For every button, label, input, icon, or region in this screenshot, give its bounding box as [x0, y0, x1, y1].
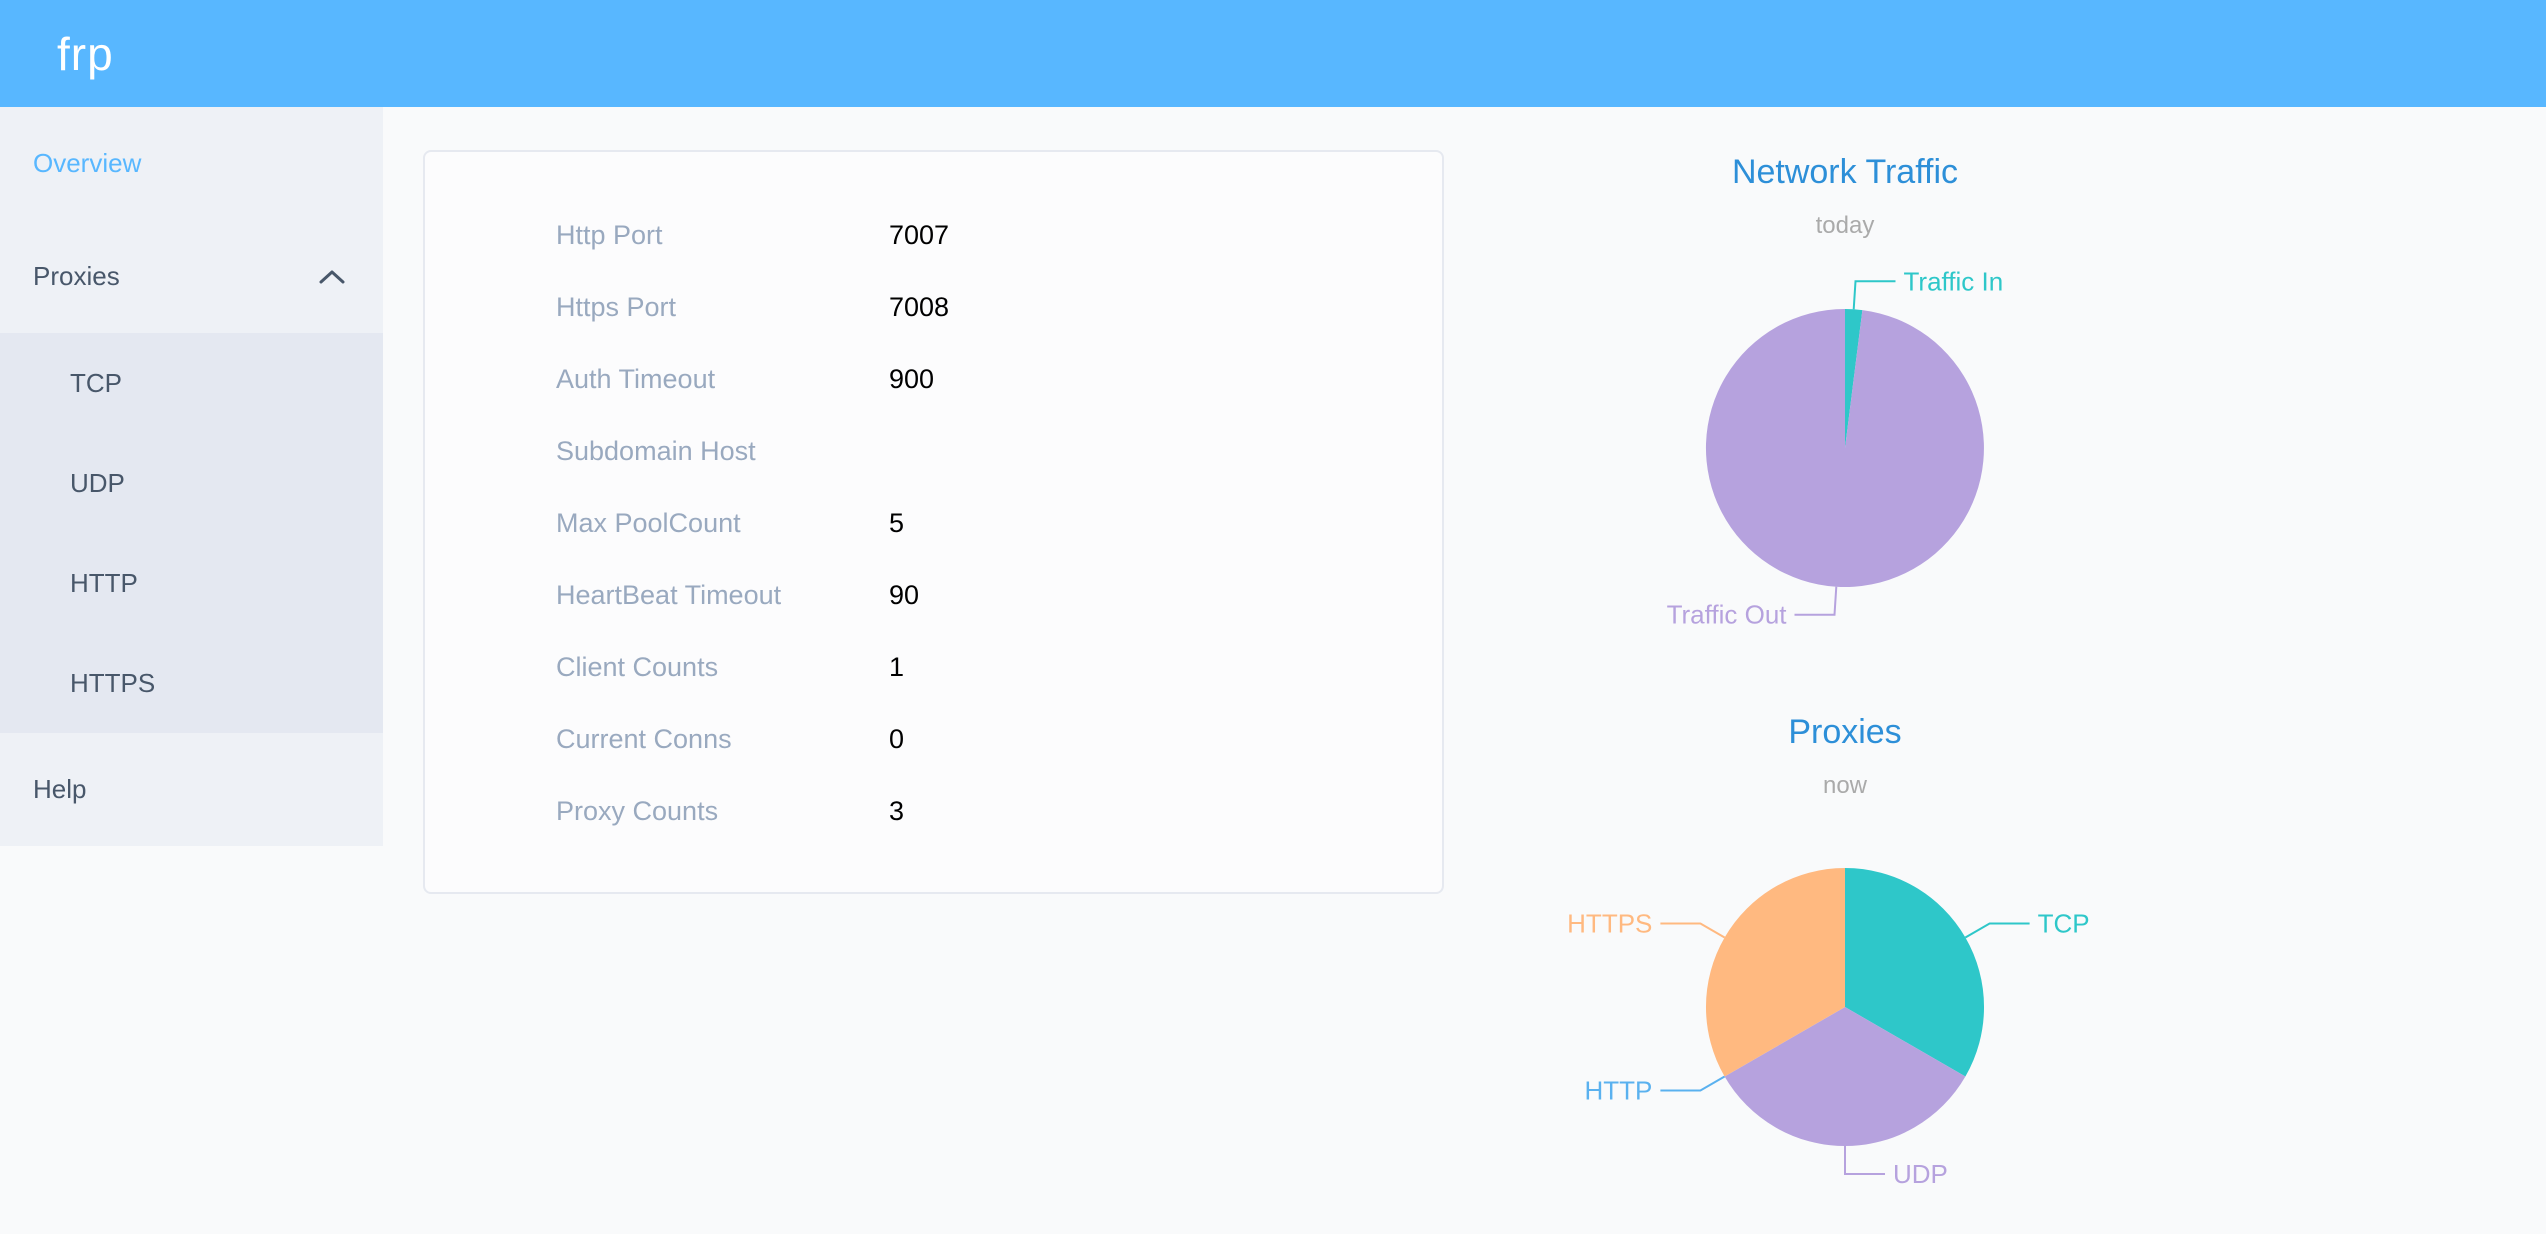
network-traffic-pie-chart: Traffic In Traffic Out — [1667, 266, 2004, 630]
config-row-value: 1 — [889, 651, 905, 682]
sidebar-item-label: Overview — [33, 148, 142, 178]
server-config-card: Http Port 7007 Https Port 7008 Auth Timeout 9… — [423, 150, 1444, 894]
network-traffic-subtitle: today — [1815, 212, 1875, 239]
pie-label: UDP — [1893, 1159, 1948, 1189]
config-row: Client Counts 1 — [425, 631, 1442, 703]
app-header: frp — [0, 0, 2546, 107]
config-row: Current Conns 0 — [425, 703, 1442, 775]
server-config-rows: Http Port 7007 Https Port 7008 Auth Timeout 9… — [425, 199, 1442, 847]
sidebar-item-http[interactable]: HTTP — [0, 533, 383, 633]
pie-slice-tcp[interactable] — [1845, 868, 1985, 1077]
config-row-label: Current Conns — [556, 723, 732, 754]
sidebar-menu: Overview Proxies TCP UDP HTTP HTTPS Help — [0, 107, 383, 846]
pie-label-line — [1844, 1146, 1885, 1175]
sidebar-item-udp[interactable]: UDP — [0, 433, 383, 533]
config-row-value: 0 — [889, 723, 905, 754]
sidebar-item-https[interactable]: HTTPS — [0, 633, 383, 733]
sidebar-item-help[interactable]: Help — [0, 733, 383, 846]
proxies-title: Proxies — [1788, 713, 1902, 751]
proxies-submenu: TCP UDP HTTP HTTPS — [0, 333, 383, 733]
proxies-pie-chart: TCP UDP HTTP HTTPS — [1567, 868, 2090, 1189]
config-row-value: 5 — [889, 507, 905, 538]
config-row-label: Max PoolCount — [556, 507, 741, 538]
config-row-label: Subdomain Host — [556, 435, 756, 466]
config-row-value: 7008 — [889, 291, 950, 322]
proxies-subtitle: now — [1822, 772, 1868, 799]
config-row: Max PoolCount 5 — [425, 487, 1442, 559]
pie-label-line — [1794, 586, 1838, 616]
sidebar-item-overview[interactable]: Overview — [0, 107, 383, 220]
config-row: Http Port 7007 — [425, 199, 1442, 271]
chevron-up-icon — [319, 270, 345, 283]
sidebar-item-label: HTTP — [70, 567, 138, 598]
pie-label: Traffic In — [1904, 266, 2004, 296]
pie-slice-https[interactable] — [1705, 868, 1845, 1077]
pie-slice-traffic-in[interactable] — [1845, 309, 1863, 448]
config-row-value: 3 — [889, 795, 905, 826]
pie-label-line — [1852, 280, 1896, 310]
config-row: HeartBeat Timeout 90 — [425, 559, 1442, 631]
network-traffic-title: Network Traffic — [1731, 153, 1959, 191]
pie-label: Traffic Out — [1667, 600, 1788, 630]
sidebar-item-proxies[interactable]: Proxies — [0, 220, 383, 333]
sidebar-item-label: Proxies — [33, 261, 120, 291]
config-row: Subdomain Host — [425, 415, 1442, 487]
pie-slice-traffic-out[interactable] — [1705, 308, 1984, 587]
config-row: Auth Timeout 900 — [425, 343, 1442, 415]
config-row-label: Http Port — [556, 219, 663, 250]
config-row-label: Client Counts — [556, 651, 719, 682]
pie-label: TCP — [2038, 909, 2090, 939]
pie-label: HTTPS — [1567, 909, 1652, 939]
config-row: Proxy Counts 3 — [425, 775, 1442, 847]
config-row-label: Auth Timeout — [556, 363, 716, 394]
app-logo: frp — [57, 27, 114, 80]
sidebar-item-label: HTTPS — [70, 667, 156, 698]
pie-label-line — [1964, 922, 2030, 939]
sidebar-item-label: Help — [33, 774, 87, 804]
config-row-value: 7007 — [889, 219, 950, 250]
sidebar-item-label: UDP — [70, 467, 125, 498]
config-row-label: Proxy Counts — [556, 795, 719, 826]
pie-slice-udp[interactable] — [1724, 1007, 1966, 1147]
sidebar-item-label: TCP — [70, 367, 122, 398]
charts-panel: Network Traffic today Traffic In Traffic … — [1520, 0, 2170, 1234]
pie-label-line — [1660, 922, 1726, 939]
config-row-value: 900 — [889, 363, 935, 394]
config-row-value: 90 — [889, 579, 920, 610]
pie-label: HTTP — [1585, 1076, 1653, 1106]
sidebar-item-tcp[interactable]: TCP — [0, 333, 383, 433]
config-row-label: Https Port — [556, 291, 677, 322]
config-row-label: HeartBeat Timeout — [556, 579, 782, 610]
config-row: Https Port 7008 — [425, 271, 1442, 343]
pie-label-line — [1660, 1075, 1726, 1092]
